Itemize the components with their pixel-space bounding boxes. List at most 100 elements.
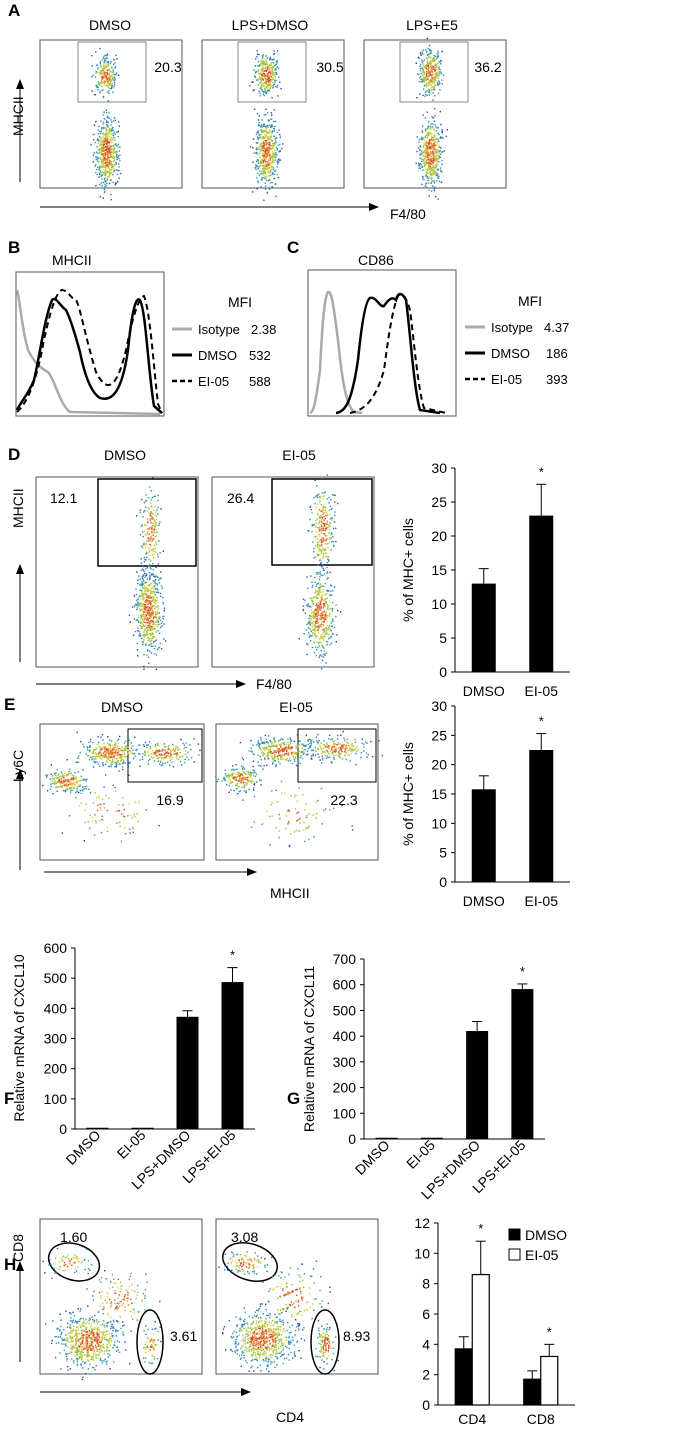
event-dot [426,111,428,113]
event-dot [100,158,103,160]
event-dot [433,120,435,122]
event-dot [155,631,157,633]
event-dot [93,756,96,758]
event-dot [107,145,110,147]
event-dot [323,610,325,613]
event-dot [153,752,155,755]
event-dot [150,603,152,605]
event-dot [114,751,117,753]
event-dot [100,175,102,177]
event-dot [113,157,115,160]
event-dot [266,112,269,114]
event-dot [118,121,120,123]
event-dot [433,89,435,91]
event-dot [266,746,268,748]
event-dot [270,145,272,147]
dot-cloud-high [415,37,444,101]
gate-box [237,41,307,103]
event-dot [70,784,73,786]
event-dot [108,131,110,134]
event-dot [98,795,100,797]
event-dot [132,827,134,830]
event-dot [109,147,111,150]
event-dot [266,127,268,129]
event-dot [116,749,118,751]
event-dot [146,510,149,512]
event-dot [129,621,131,623]
event-dot [271,72,274,74]
event-dot [321,659,324,662]
event-dot [258,69,260,72]
event-dot [86,778,88,780]
event-dot [275,755,277,758]
event-dot [113,755,115,758]
event-dot [97,756,99,758]
event-dot [266,155,268,158]
event-dot [130,742,132,744]
event-dot [268,77,270,79]
event-dot [266,747,268,749]
event-dot [124,832,127,835]
event-dot [264,60,266,63]
event-dot [434,131,437,133]
event-dot [148,625,151,627]
event-dot [104,145,107,148]
event-dot [119,146,121,149]
event-dot [153,528,155,530]
event-dot [72,779,74,781]
event-dot [270,76,272,78]
event-dot [289,747,292,749]
event-dot [267,753,269,755]
event-dot [97,68,99,70]
event-dot [428,168,430,170]
event-dot [155,529,158,531]
event-dot [108,117,110,119]
event-dot [148,621,150,623]
event-dot [426,156,428,158]
event-dot [102,161,104,163]
event-dot [263,131,265,133]
event-dot [328,496,330,499]
event-dot [112,152,114,154]
event-dot [275,151,277,154]
event-dot [99,74,101,77]
event-dot [436,180,438,182]
event-dot [260,739,262,741]
event-dot [98,797,100,799]
event-dot [106,139,109,141]
event-dot [151,613,153,615]
event-dot [184,747,186,749]
event-dot [434,115,436,117]
event-dot [175,745,177,747]
event-dot [157,506,160,509]
event-dot [279,159,282,161]
event-dot [117,742,119,745]
event-dot [322,537,325,539]
event-dot [434,84,436,87]
event-dot [317,587,320,589]
event-dot [291,746,293,748]
event-dot [98,149,100,151]
event-dot [261,65,264,67]
event-dot [110,137,112,139]
event-dot [145,600,148,603]
event-dot [146,524,148,527]
event-dot [430,156,432,158]
event-dot [432,66,434,68]
event-dot [148,585,151,587]
event-dot [433,77,435,79]
event-dot [335,540,337,543]
event-dot [266,139,268,142]
event-dot [185,753,187,756]
event-dot [155,522,157,524]
event-dot [261,741,263,743]
event-dot [321,646,324,648]
event-dot [325,507,327,509]
event-dot [143,608,145,611]
event-dot [109,154,112,156]
event-dot [258,122,260,124]
event-dot [436,151,438,153]
event-dot [131,752,133,754]
event-dot [157,619,159,622]
